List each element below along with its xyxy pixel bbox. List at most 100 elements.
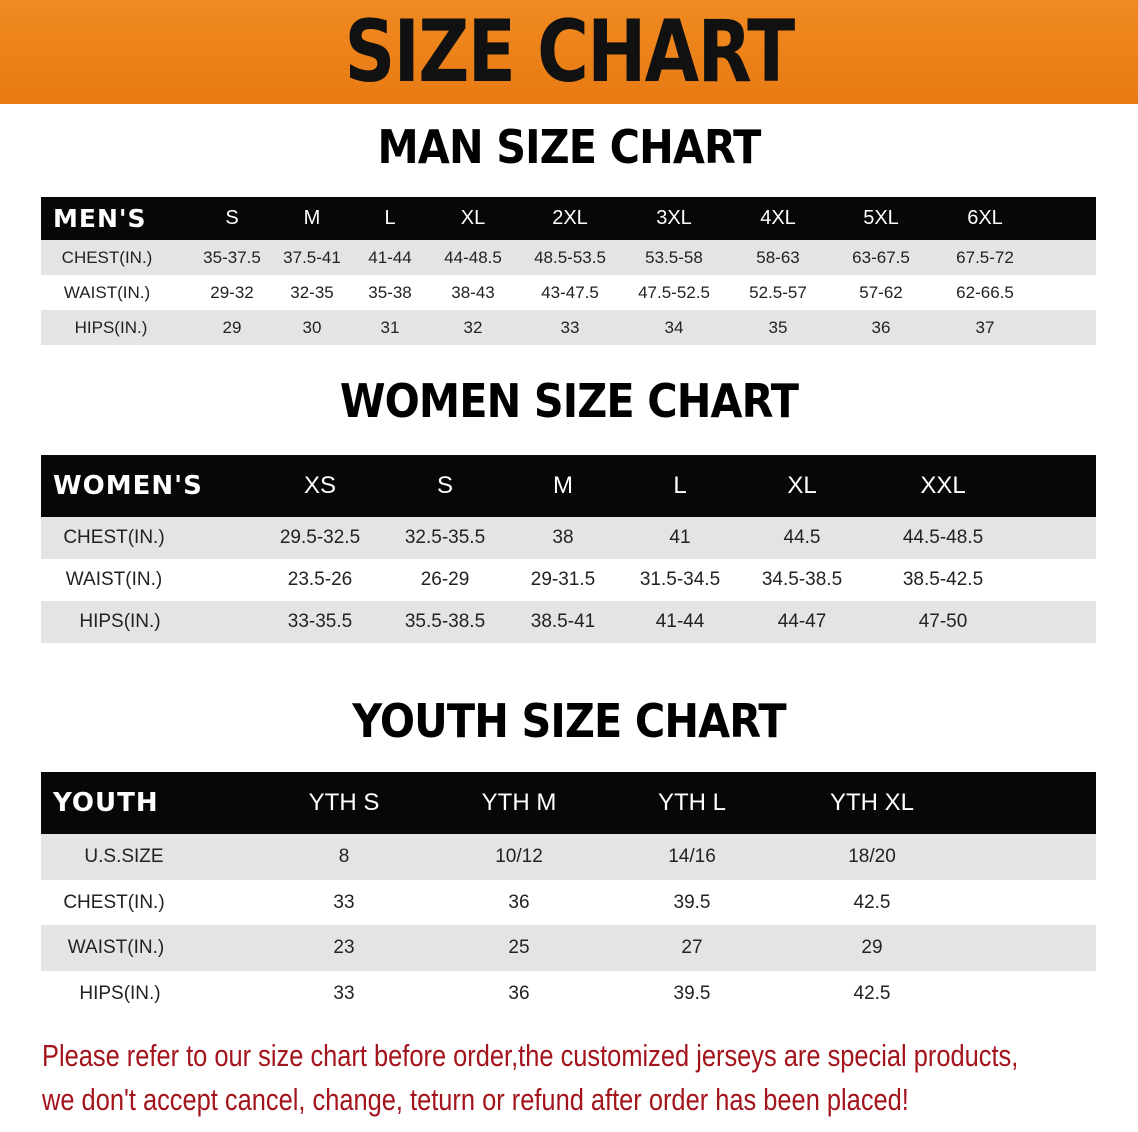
measurement-value: 32-35 (290, 283, 334, 302)
measurement-value: 42.5 (853, 982, 891, 1004)
measurement-value: 38.5-41 (530, 611, 596, 632)
measurement-value: 58-63 (756, 248, 800, 267)
measurement-label: U.S.SIZE (84, 846, 164, 867)
measurement-value: 23 (333, 937, 355, 958)
measurement-value: 23.5-26 (287, 569, 353, 590)
table-row: HIPS(IN.) 29 30 31 32 33 34 35 36 37 (41, 310, 1096, 345)
size-column-header: 2XL (552, 207, 588, 229)
table-row: CHEST(IN.) 29.5-32.5 32.5-35.5 38 41 44.5 44.5… (41, 517, 1096, 559)
measurement-value: 36 (871, 318, 891, 337)
measurement-value: 18/20 (848, 846, 896, 867)
size-column-header: L (384, 207, 396, 229)
table-row: WAIST(IN.) 23.5-26 26-29 29-31.5 31.5-34.5 34… (41, 559, 1096, 601)
measurement-value: 33 (333, 982, 355, 1004)
measurement-value: 32.5-35.5 (404, 527, 486, 548)
measurement-value: 37.5-41 (283, 248, 341, 267)
size-column-header: M (303, 207, 321, 229)
size-column-header: XS (303, 472, 337, 499)
size-column-header: YTH L (657, 789, 727, 816)
size-column-header: XXL (920, 472, 966, 499)
table-category-label: WOMEN'S (53, 471, 203, 501)
banner: SIZE CHART (0, 0, 1138, 104)
youth-section-title: YOUTH SIZE CHART (352, 694, 786, 748)
measurement-value: 27 (681, 937, 703, 958)
measurement-value: 29-31.5 (530, 569, 596, 590)
measurement-value: 35.5-38.5 (404, 611, 486, 632)
measurement-value: 34.5-38.5 (761, 569, 843, 590)
table-row: CHEST(IN.) 35-37.5 37.5-41 41-44 44-48.5 48.5… (41, 240, 1096, 275)
size-column-header: YTH S (308, 789, 380, 816)
measurement-value: 48.5-53.5 (534, 248, 606, 267)
measurement-value: 37 (975, 318, 995, 337)
measurement-value: 14/16 (668, 846, 716, 867)
size-column-header: 3XL (656, 207, 692, 229)
measurement-label: HIPS(IN.) (79, 611, 161, 632)
measurement-value: 8 (338, 846, 350, 867)
measurement-value: 44-47 (777, 611, 827, 632)
table-row: CHEST(IN.) 33 36 39.5 42.5 (41, 879, 1096, 925)
measurement-value: 44-48.5 (444, 248, 502, 267)
measurement-value: 39.5 (673, 982, 711, 1004)
measurement-value: 53.5-58 (645, 248, 703, 267)
measurement-value: 47-50 (918, 611, 968, 632)
measurement-value: 36 (508, 982, 530, 1004)
measurement-value: 26-29 (420, 569, 470, 590)
women-section-title: WOMEN SIZE CHART (339, 374, 799, 428)
measurement-value: 32 (463, 318, 483, 337)
table-row: HIPS(IN.) 33-35.5 35.5-38.5 38.5-41 41-44 44-… (41, 601, 1096, 643)
women-header-row: WOMEN'S XS S M L XL XXL (41, 455, 1096, 517)
men-section-title: MAN SIZE CHART (377, 120, 762, 174)
measurement-value: 34 (664, 318, 684, 337)
size-column-header: YTH M (481, 789, 557, 816)
measurement-value: 52.5-57 (749, 283, 807, 302)
men-header-row: MEN'S S M L XL 2XL 3XL 4XL 5XL 6XL (41, 197, 1096, 240)
measurement-value: 41-44 (655, 611, 705, 632)
measurement-value: 41 (669, 527, 691, 548)
table-category-label: MEN'S (53, 204, 147, 233)
size-column-header: XL (787, 472, 817, 499)
measurement-value: 44.5-48.5 (902, 527, 984, 548)
measurement-value: 39.5 (673, 891, 711, 913)
measurement-value: 67.5-72 (956, 248, 1014, 267)
measurement-value: 31.5-34.5 (639, 569, 721, 590)
measurement-value: 35-38 (368, 283, 412, 302)
measurement-label: WAIST(IN.) (65, 569, 163, 590)
measurement-value: 36 (508, 891, 530, 913)
measurement-label: HIPS(IN.) (79, 982, 161, 1004)
measurement-value: 29 (861, 937, 883, 958)
measurement-label: CHEST(IN.) (63, 527, 165, 548)
measurement-value: 62-66.5 (956, 283, 1014, 302)
table-category-label: YOUTH (53, 788, 159, 818)
size-column-header: S (436, 472, 454, 499)
size-column-header: L (673, 472, 687, 499)
measurement-value: 57-62 (859, 283, 903, 302)
table-row: WAIST(IN.) 23 25 27 29 (41, 925, 1096, 971)
measurement-value: 33 (560, 318, 580, 337)
size-column-header: 6XL (967, 207, 1003, 229)
measurement-value: 47.5-52.5 (638, 283, 710, 302)
size-column-header: XL (460, 207, 486, 229)
measurement-value: 30 (302, 318, 322, 337)
measurement-value: 29-32 (210, 283, 254, 302)
measurement-value: 42.5 (853, 891, 891, 913)
measurement-value: 38-43 (451, 283, 495, 302)
measurement-value: 29.5-32.5 (279, 527, 361, 548)
measurement-value: 29 (222, 318, 242, 337)
youth-header-row: YOUTH YTH S YTH M YTH L YTH XL (41, 772, 1096, 834)
measurement-value: 10/12 (495, 846, 543, 867)
table-row: HIPS(IN.) 33 36 39.5 42.5 (41, 970, 1096, 1016)
size-column-header: YTH XL (829, 789, 915, 816)
measurement-value: 43-47.5 (541, 283, 599, 302)
measurement-label: CHEST(IN.) (63, 891, 165, 913)
measurement-label: HIPS(IN.) (74, 318, 148, 337)
measurement-value: 25 (508, 937, 530, 958)
size-column-header: M (553, 472, 573, 499)
measurement-value: 33 (333, 891, 355, 913)
size-column-header: 4XL (760, 207, 796, 229)
measurement-value: 38 (552, 527, 574, 548)
policy-note-line-1: Please refer to our size chart before or… (42, 1038, 1019, 1073)
size-column-header: 5XL (863, 207, 899, 229)
measurement-label: WAIST(IN.) (67, 937, 165, 958)
measurement-label: CHEST(IN.) (61, 248, 153, 267)
table-row: WAIST(IN.) 29-32 32-35 35-38 38-43 43-47.5 47.… (41, 275, 1096, 310)
